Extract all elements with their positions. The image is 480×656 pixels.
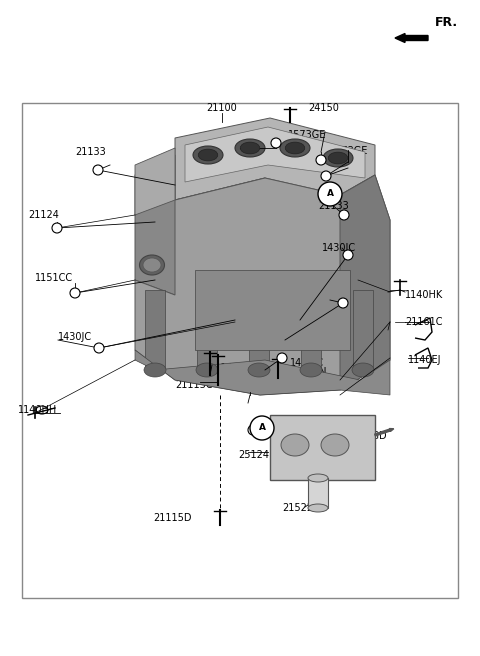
Circle shape xyxy=(271,138,281,148)
Text: 1430JC: 1430JC xyxy=(322,243,356,253)
Text: 21124: 21124 xyxy=(28,210,59,220)
Ellipse shape xyxy=(240,142,260,154)
Text: 21133: 21133 xyxy=(75,147,106,157)
Text: 1430JF: 1430JF xyxy=(330,163,363,173)
Ellipse shape xyxy=(193,146,223,164)
Circle shape xyxy=(70,288,80,298)
Text: 1140EJ: 1140EJ xyxy=(408,355,442,365)
Ellipse shape xyxy=(308,504,328,512)
Circle shape xyxy=(339,210,349,220)
Polygon shape xyxy=(135,148,175,215)
Ellipse shape xyxy=(235,139,265,157)
Text: 1140GD: 1140GD xyxy=(348,431,388,441)
Polygon shape xyxy=(185,127,365,182)
Text: 1430JF: 1430JF xyxy=(230,143,263,153)
Circle shape xyxy=(277,353,287,363)
Text: 21522C: 21522C xyxy=(282,503,320,513)
Circle shape xyxy=(316,155,326,165)
Polygon shape xyxy=(135,155,265,295)
Bar xyxy=(270,415,375,480)
Circle shape xyxy=(248,425,258,435)
Text: 1140FN: 1140FN xyxy=(290,367,327,377)
Bar xyxy=(308,478,328,508)
Text: A: A xyxy=(259,424,265,432)
Bar xyxy=(145,290,165,370)
Ellipse shape xyxy=(280,139,310,157)
Text: FR.: FR. xyxy=(435,16,458,28)
Text: 21115D: 21115D xyxy=(153,513,191,523)
Polygon shape xyxy=(135,350,390,395)
Ellipse shape xyxy=(285,142,305,154)
Text: 24150: 24150 xyxy=(308,103,339,113)
Circle shape xyxy=(338,298,348,308)
Ellipse shape xyxy=(198,149,218,161)
Text: 21114: 21114 xyxy=(202,363,233,373)
Ellipse shape xyxy=(321,434,349,456)
Circle shape xyxy=(343,250,353,260)
Text: 21100: 21100 xyxy=(206,103,238,113)
Bar xyxy=(353,290,373,370)
Text: 21161C: 21161C xyxy=(405,317,443,327)
Bar xyxy=(22,103,458,598)
Ellipse shape xyxy=(140,255,165,275)
Ellipse shape xyxy=(328,152,348,164)
Text: 21115C: 21115C xyxy=(175,380,213,390)
Bar xyxy=(249,290,269,370)
Text: 1151CC: 1151CC xyxy=(35,273,73,283)
Bar xyxy=(195,270,350,350)
Bar xyxy=(197,290,217,370)
Circle shape xyxy=(52,223,62,233)
Text: A: A xyxy=(326,190,334,199)
Circle shape xyxy=(250,416,274,440)
Text: 21133: 21133 xyxy=(313,295,344,305)
Ellipse shape xyxy=(248,363,270,377)
Text: 1573GE: 1573GE xyxy=(330,146,368,156)
Circle shape xyxy=(93,165,103,175)
Ellipse shape xyxy=(308,474,328,482)
Text: 1140HH: 1140HH xyxy=(18,405,57,415)
Ellipse shape xyxy=(144,363,166,377)
Ellipse shape xyxy=(196,363,218,377)
Polygon shape xyxy=(340,175,390,390)
Polygon shape xyxy=(175,118,375,200)
Bar xyxy=(301,290,321,370)
FancyArrow shape xyxy=(395,33,428,43)
Ellipse shape xyxy=(352,363,374,377)
Circle shape xyxy=(318,182,342,206)
Ellipse shape xyxy=(323,149,353,167)
Ellipse shape xyxy=(143,258,161,272)
Ellipse shape xyxy=(281,434,309,456)
Text: 25124D: 25124D xyxy=(238,450,276,460)
FancyArrow shape xyxy=(375,428,394,436)
Text: 21119B: 21119B xyxy=(308,468,346,478)
Text: 1571TA: 1571TA xyxy=(248,385,285,395)
Text: 1140HK: 1140HK xyxy=(405,290,443,300)
Text: 21133: 21133 xyxy=(318,201,349,211)
Polygon shape xyxy=(135,175,390,395)
Ellipse shape xyxy=(300,363,322,377)
Text: 1573GE: 1573GE xyxy=(288,130,326,140)
Circle shape xyxy=(321,171,331,181)
Text: 1430JC: 1430JC xyxy=(290,358,324,368)
Circle shape xyxy=(94,343,104,353)
Text: 1430JC: 1430JC xyxy=(58,332,92,342)
